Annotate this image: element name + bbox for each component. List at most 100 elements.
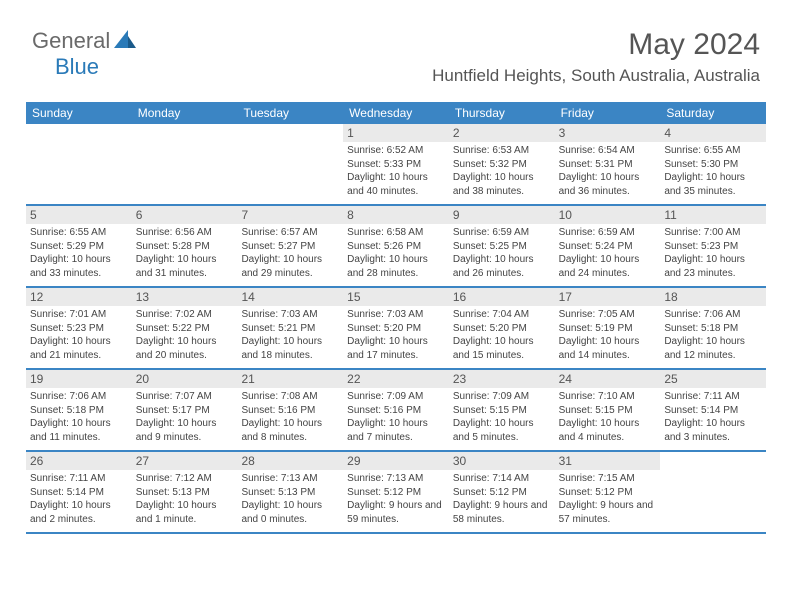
calendar-cell: 27Sunrise: 7:12 AMSunset: 5:13 PMDayligh…: [132, 452, 238, 532]
calendar-row: 26Sunrise: 7:11 AMSunset: 5:14 PMDayligh…: [26, 452, 766, 534]
day-details: Sunrise: 7:04 AMSunset: 5:20 PMDaylight:…: [453, 308, 551, 362]
page-header: General May 2024 Huntfield Heights, Sout…: [0, 0, 792, 94]
daylight-text: Daylight: 9 hours and 57 minutes.: [559, 499, 657, 526]
day-details: Sunrise: 7:08 AMSunset: 5:16 PMDaylight:…: [241, 390, 339, 444]
sunrise-text: Sunrise: 6:58 AM: [347, 226, 445, 240]
calendar-cell: 25Sunrise: 7:11 AMSunset: 5:14 PMDayligh…: [660, 370, 766, 450]
day-details: Sunrise: 7:06 AMSunset: 5:18 PMDaylight:…: [30, 390, 128, 444]
day-number: 16: [449, 288, 555, 306]
day-header: Tuesday: [237, 102, 343, 124]
daylight-text: Daylight: 10 hours and 15 minutes.: [453, 335, 551, 362]
location-text: Huntfield Heights, South Australia, Aust…: [432, 66, 760, 86]
calendar-cell: 31Sunrise: 7:15 AMSunset: 5:12 PMDayligh…: [555, 452, 661, 532]
logo-blue-wrapper: Blue: [55, 54, 99, 80]
day-details: Sunrise: 7:15 AMSunset: 5:12 PMDaylight:…: [559, 472, 657, 526]
daylight-text: Daylight: 9 hours and 58 minutes.: [453, 499, 551, 526]
day-details: Sunrise: 7:03 AMSunset: 5:20 PMDaylight:…: [347, 308, 445, 362]
calendar-header-row: Sunday Monday Tuesday Wednesday Thursday…: [26, 102, 766, 124]
logo: General: [32, 28, 138, 54]
sunrise-text: Sunrise: 7:13 AM: [241, 472, 339, 486]
day-details: Sunrise: 6:58 AMSunset: 5:26 PMDaylight:…: [347, 226, 445, 280]
sunset-text: Sunset: 5:18 PM: [30, 404, 128, 418]
calendar-cell: 1Sunrise: 6:52 AMSunset: 5:33 PMDaylight…: [343, 124, 449, 204]
day-details: Sunrise: 6:59 AMSunset: 5:25 PMDaylight:…: [453, 226, 551, 280]
sunset-text: Sunset: 5:16 PM: [241, 404, 339, 418]
daylight-text: Daylight: 10 hours and 2 minutes.: [30, 499, 128, 526]
day-number: 26: [26, 452, 132, 470]
sunset-text: Sunset: 5:23 PM: [664, 240, 762, 254]
sunrise-text: Sunrise: 6:54 AM: [559, 144, 657, 158]
calendar-cell: [132, 124, 238, 204]
calendar-cell: [660, 452, 766, 532]
sunset-text: Sunset: 5:28 PM: [136, 240, 234, 254]
calendar-cell: 21Sunrise: 7:08 AMSunset: 5:16 PMDayligh…: [237, 370, 343, 450]
day-details: Sunrise: 6:56 AMSunset: 5:28 PMDaylight:…: [136, 226, 234, 280]
calendar-cell: 10Sunrise: 6:59 AMSunset: 5:24 PMDayligh…: [555, 206, 661, 286]
calendar-cell: 17 Sunrise: 7:05 AMSunset: 5:19 PMDayligh…: [555, 288, 661, 368]
day-details: Sunrise: 7:13 AMSunset: 5:12 PMDaylight:…: [347, 472, 445, 526]
day-number: 23: [449, 370, 555, 388]
day-number: 29: [343, 452, 449, 470]
sunset-text: Sunset: 5:30 PM: [664, 158, 762, 172]
day-details: Sunrise: 7:05 AMSunset: 5:19 PMDaylight:…: [559, 308, 657, 362]
sunrise-text: Sunrise: 7:04 AM: [453, 308, 551, 322]
sunrise-text: Sunrise: 7:06 AM: [664, 308, 762, 322]
calendar-cell: 12Sunrise: 7:01 AMSunset: 5:23 PMDayligh…: [26, 288, 132, 368]
calendar-cell: 16 Sunrise: 7:04 AMSunset: 5:20 PMDayligh…: [449, 288, 555, 368]
day-number: 18: [660, 288, 766, 306]
sunrise-text: Sunrise: 6:59 AM: [559, 226, 657, 240]
day-number: 2: [449, 124, 555, 142]
sunrise-text: Sunrise: 7:13 AM: [347, 472, 445, 486]
day-number: 20: [132, 370, 238, 388]
sunset-text: Sunset: 5:14 PM: [664, 404, 762, 418]
day-number: 13: [132, 288, 238, 306]
daylight-text: Daylight: 10 hours and 3 minutes.: [664, 417, 762, 444]
day-number: 27: [132, 452, 238, 470]
day-details: Sunrise: 6:55 AMSunset: 5:30 PMDaylight:…: [664, 144, 762, 198]
sunrise-text: Sunrise: 6:56 AM: [136, 226, 234, 240]
calendar-cell: 7Sunrise: 6:57 AMSunset: 5:27 PMDaylight…: [237, 206, 343, 286]
sunrise-text: Sunrise: 6:53 AM: [453, 144, 551, 158]
sunrise-text: Sunrise: 7:12 AM: [136, 472, 234, 486]
sunrise-text: Sunrise: 7:05 AM: [559, 308, 657, 322]
sunset-text: Sunset: 5:19 PM: [559, 322, 657, 336]
sunrise-text: Sunrise: 7:00 AM: [664, 226, 762, 240]
day-number: 14: [237, 288, 343, 306]
daylight-text: Daylight: 9 hours and 59 minutes.: [347, 499, 445, 526]
sunrise-text: Sunrise: 7:15 AM: [559, 472, 657, 486]
day-details: Sunrise: 7:07 AMSunset: 5:17 PMDaylight:…: [136, 390, 234, 444]
calendar-cell: 18Sunrise: 7:06 AMSunset: 5:18 PMDayligh…: [660, 288, 766, 368]
day-number: 17: [555, 288, 661, 306]
sunrise-text: Sunrise: 7:10 AM: [559, 390, 657, 404]
day-details: Sunrise: 6:57 AMSunset: 5:27 PMDaylight:…: [241, 226, 339, 280]
sunrise-text: Sunrise: 7:03 AM: [241, 308, 339, 322]
day-number: 5: [26, 206, 132, 224]
daylight-text: Daylight: 10 hours and 5 minutes.: [453, 417, 551, 444]
day-details: Sunrise: 7:03 AMSunset: 5:21 PMDaylight:…: [241, 308, 339, 362]
daylight-text: Daylight: 10 hours and 36 minutes.: [559, 171, 657, 198]
calendar-cell: 13Sunrise: 7:02 AMSunset: 5:22 PMDayligh…: [132, 288, 238, 368]
sunset-text: Sunset: 5:33 PM: [347, 158, 445, 172]
calendar-cell: 3Sunrise: 6:54 AMSunset: 5:31 PMDaylight…: [555, 124, 661, 204]
day-number: 12: [26, 288, 132, 306]
day-details: Sunrise: 6:59 AMSunset: 5:24 PMDaylight:…: [559, 226, 657, 280]
daylight-text: Daylight: 10 hours and 14 minutes.: [559, 335, 657, 362]
calendar-body: 1Sunrise: 6:52 AMSunset: 5:33 PMDaylight…: [26, 124, 766, 534]
daylight-text: Daylight: 10 hours and 12 minutes.: [664, 335, 762, 362]
day-details: Sunrise: 6:55 AMSunset: 5:29 PMDaylight:…: [30, 226, 128, 280]
day-header: Thursday: [449, 102, 555, 124]
daylight-text: Daylight: 10 hours and 29 minutes.: [241, 253, 339, 280]
daylight-text: Daylight: 10 hours and 18 minutes.: [241, 335, 339, 362]
daylight-text: Daylight: 10 hours and 4 minutes.: [559, 417, 657, 444]
day-header: Saturday: [660, 102, 766, 124]
daylight-text: Daylight: 10 hours and 40 minutes.: [347, 171, 445, 198]
calendar: Sunday Monday Tuesday Wednesday Thursday…: [26, 102, 766, 534]
sunrise-text: Sunrise: 7:06 AM: [30, 390, 128, 404]
daylight-text: Daylight: 10 hours and 35 minutes.: [664, 171, 762, 198]
daylight-text: Daylight: 10 hours and 33 minutes.: [30, 253, 128, 280]
sunset-text: Sunset: 5:25 PM: [453, 240, 551, 254]
calendar-cell: 4Sunrise: 6:55 AMSunset: 5:30 PMDaylight…: [660, 124, 766, 204]
sunset-text: Sunset: 5:12 PM: [559, 486, 657, 500]
day-details: Sunrise: 6:53 AMSunset: 5:32 PMDaylight:…: [453, 144, 551, 198]
title-block: May 2024 Huntfield Heights, South Austra…: [432, 28, 760, 86]
